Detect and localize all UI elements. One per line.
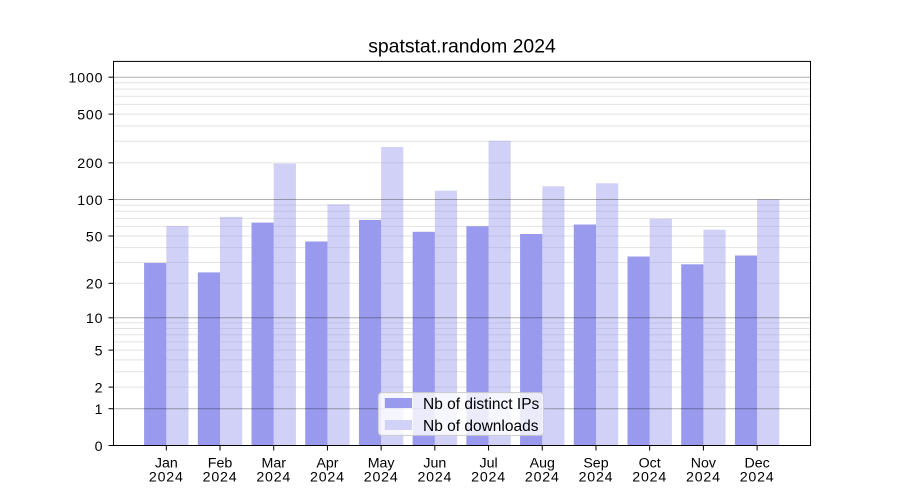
svg-text:200: 200	[77, 156, 103, 172]
svg-text:20: 20	[86, 277, 103, 293]
svg-text:Jun: Jun	[423, 456, 446, 472]
svg-text:2024: 2024	[686, 469, 721, 485]
svg-text:Nov: Nov	[691, 456, 717, 472]
svg-text:2: 2	[95, 380, 103, 396]
svg-text:Feb: Feb	[208, 456, 233, 472]
svg-text:2024: 2024	[149, 469, 184, 485]
svg-text:Nb of distinct IPs: Nb of distinct IPs	[423, 396, 540, 413]
svg-text:100: 100	[77, 193, 103, 209]
svg-text:0: 0	[95, 439, 103, 455]
svg-text:1: 1	[95, 402, 103, 418]
svg-text:500: 500	[77, 107, 103, 123]
svg-text:10: 10	[86, 311, 103, 327]
svg-text:2024: 2024	[471, 469, 506, 485]
svg-text:2024: 2024	[256, 469, 291, 485]
svg-text:Oct: Oct	[639, 456, 661, 472]
svg-text:2024: 2024	[364, 469, 399, 485]
svg-text:spatstat.random 2024: spatstat.random 2024	[368, 36, 556, 58]
svg-text:2024: 2024	[310, 469, 345, 485]
svg-text:May: May	[368, 456, 396, 472]
svg-text:Jul: Jul	[479, 456, 497, 472]
svg-text:Jan: Jan	[155, 456, 178, 472]
svg-text:2024: 2024	[579, 469, 614, 485]
svg-text:Sep: Sep	[583, 456, 608, 472]
svg-text:Mar: Mar	[262, 456, 287, 472]
svg-text:1000: 1000	[69, 70, 104, 86]
svg-text:Nb of downloads: Nb of downloads	[423, 418, 539, 435]
svg-text:Dec: Dec	[744, 456, 769, 472]
svg-text:Aug: Aug	[530, 456, 555, 472]
svg-text:5: 5	[95, 343, 103, 359]
svg-text:2024: 2024	[740, 469, 775, 485]
svg-text:2024: 2024	[525, 469, 560, 485]
svg-text:2024: 2024	[203, 469, 238, 485]
svg-text:Apr: Apr	[316, 456, 338, 472]
svg-text:2024: 2024	[417, 469, 452, 485]
svg-text:50: 50	[86, 229, 103, 245]
svg-text:2024: 2024	[632, 469, 667, 485]
